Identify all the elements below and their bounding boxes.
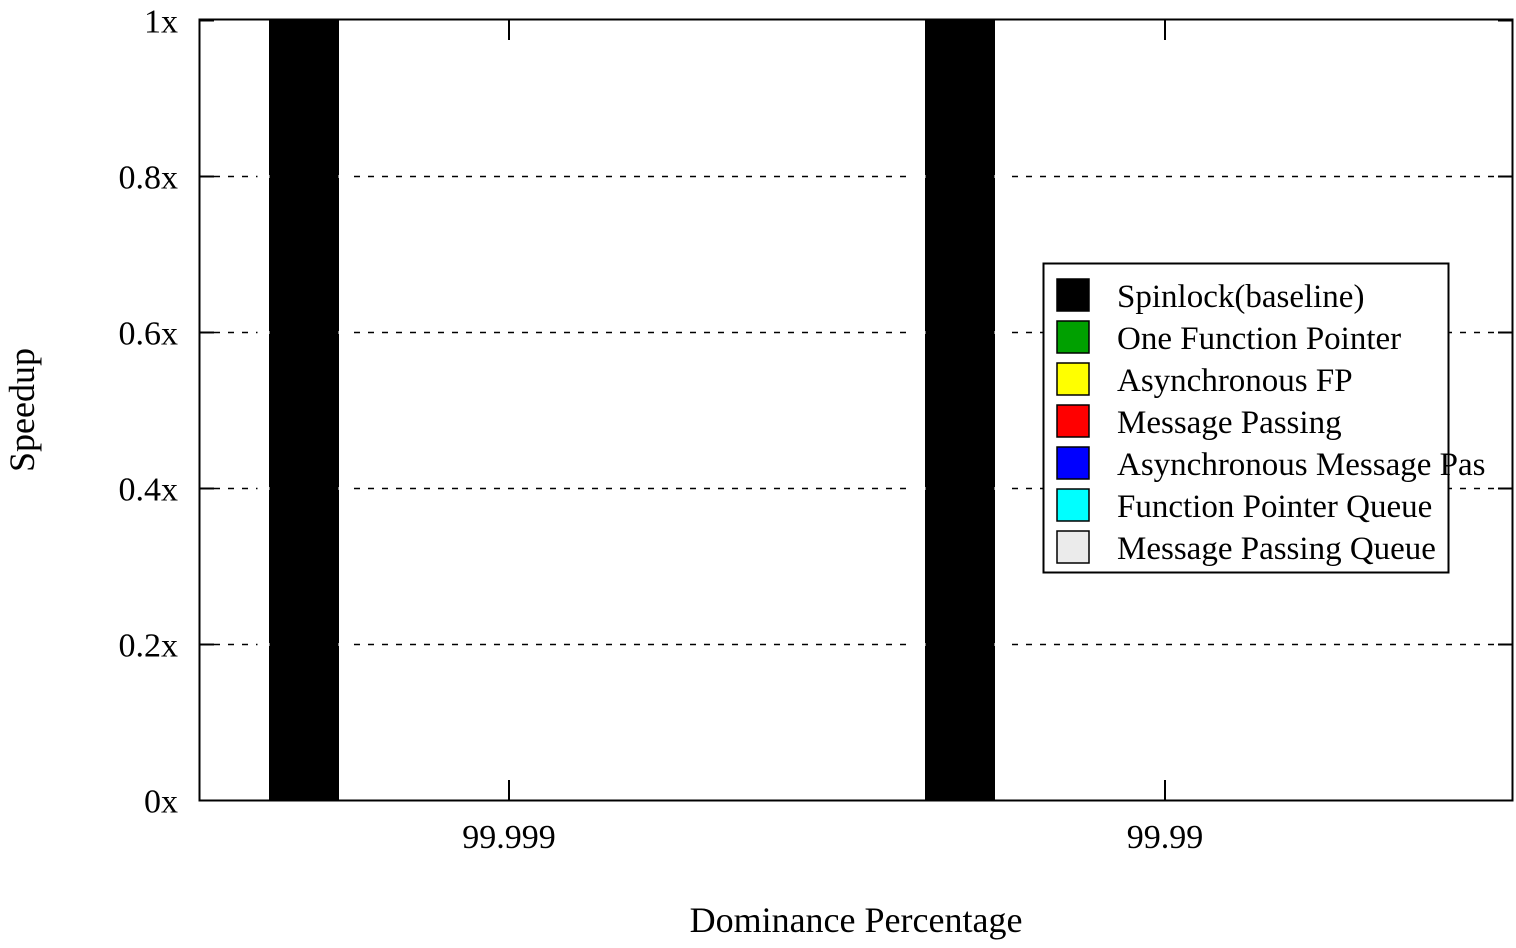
legend-swatch [1056, 488, 1090, 522]
y-tick-label: 0x [144, 784, 178, 821]
legend: Spinlock(baseline) One Function Pointer As… [1042, 262, 1485, 574]
legend-label: Message Passing [1117, 405, 1342, 441]
x-tick-label: 99.99 [1127, 819, 1204, 856]
legend-swatch [1056, 362, 1090, 396]
y-axis-title: Speedup [2, 348, 42, 472]
y-tick-label: 0.2x [119, 628, 179, 665]
x-axis-title: Dominance Percentage [690, 900, 1023, 940]
legend-swatch [1056, 404, 1090, 438]
y-tick-label: 0.4x [119, 472, 179, 509]
y-tick-label: 0.6x [119, 316, 179, 353]
legend-label: Message Passing Queue [1117, 531, 1436, 567]
legend-label: Asynchronous FP [1117, 363, 1353, 399]
y-tick-label: 0.8x [119, 160, 179, 197]
bar [925, 19, 995, 801]
plot-frame [198, 18, 1514, 802]
bar [269, 19, 339, 801]
legend-box [1042, 262, 1450, 574]
bar-layer [257, 19, 1007, 801]
tick-layer: 0x 0.2x 0.4x 0.6x 0.8x 1x 99.999 99.99 [119, 4, 1512, 856]
legend-swatch [1056, 320, 1090, 354]
legend-label: Asynchronous Message Pas [1117, 447, 1485, 483]
legend-label: Function Pointer Queue [1117, 489, 1432, 525]
legend-label: One Function Pointer [1117, 321, 1401, 357]
legend-label: Spinlock(baseline) [1117, 279, 1364, 315]
y-tick-label: 1x [144, 4, 178, 41]
x-tick-label: 99.999 [462, 819, 556, 856]
legend-swatch [1056, 278, 1090, 312]
legend-swatch [1056, 446, 1090, 480]
legend-swatch [1056, 530, 1090, 564]
